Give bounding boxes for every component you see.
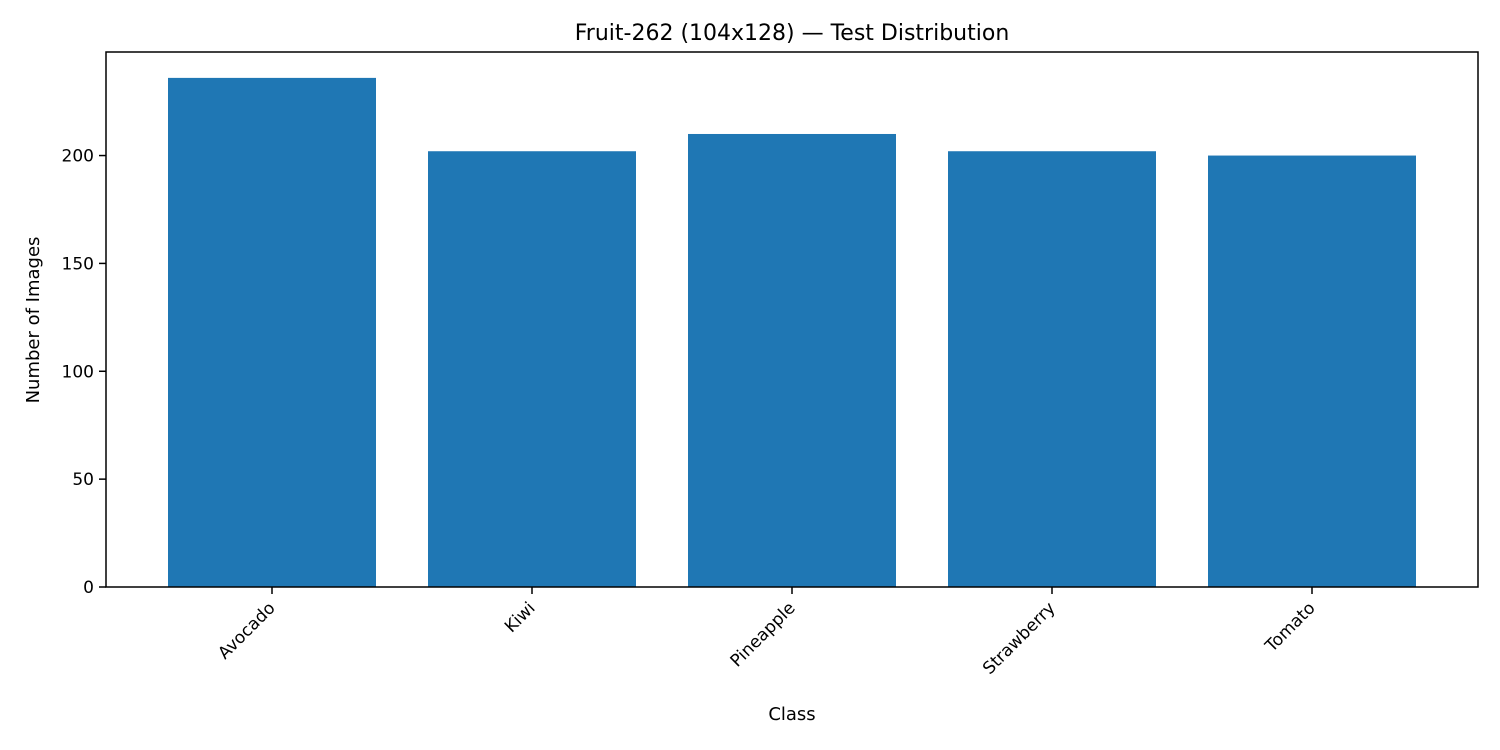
bar-kiwi [428,151,636,587]
x-axis: Avocado Kiwi Pineapple Strawberry Tomato [214,587,1320,679]
x-axis-label: Class [768,704,815,725]
x-tick-label: Tomato [1261,598,1320,657]
plot-frame [105,51,1479,588]
x-tick-label: Kiwi [501,598,540,637]
bars-group [168,77,1416,588]
y-axis-label: Number of Images [23,237,44,404]
bar-avocado [168,77,376,588]
chart-title: Fruit-262 (104x128) — Test Distribution [575,21,1010,46]
y-tick-label: 0 [83,578,94,598]
bar-strawberry [948,151,1156,587]
bar-pineapple [688,133,896,587]
x-tick-label: Pineapple [727,598,800,671]
y-tick-label: 50 [72,470,94,490]
y-tick-label: 100 [62,362,94,382]
x-tick-label: Strawberry [979,598,1059,678]
y-tick-label: 150 [62,254,94,274]
x-tick-label: Avocado [214,598,279,663]
y-axis: 0 50 100 150 200 [62,147,106,598]
bar-tomato [1208,155,1416,587]
y-tick-label: 200 [62,147,94,167]
